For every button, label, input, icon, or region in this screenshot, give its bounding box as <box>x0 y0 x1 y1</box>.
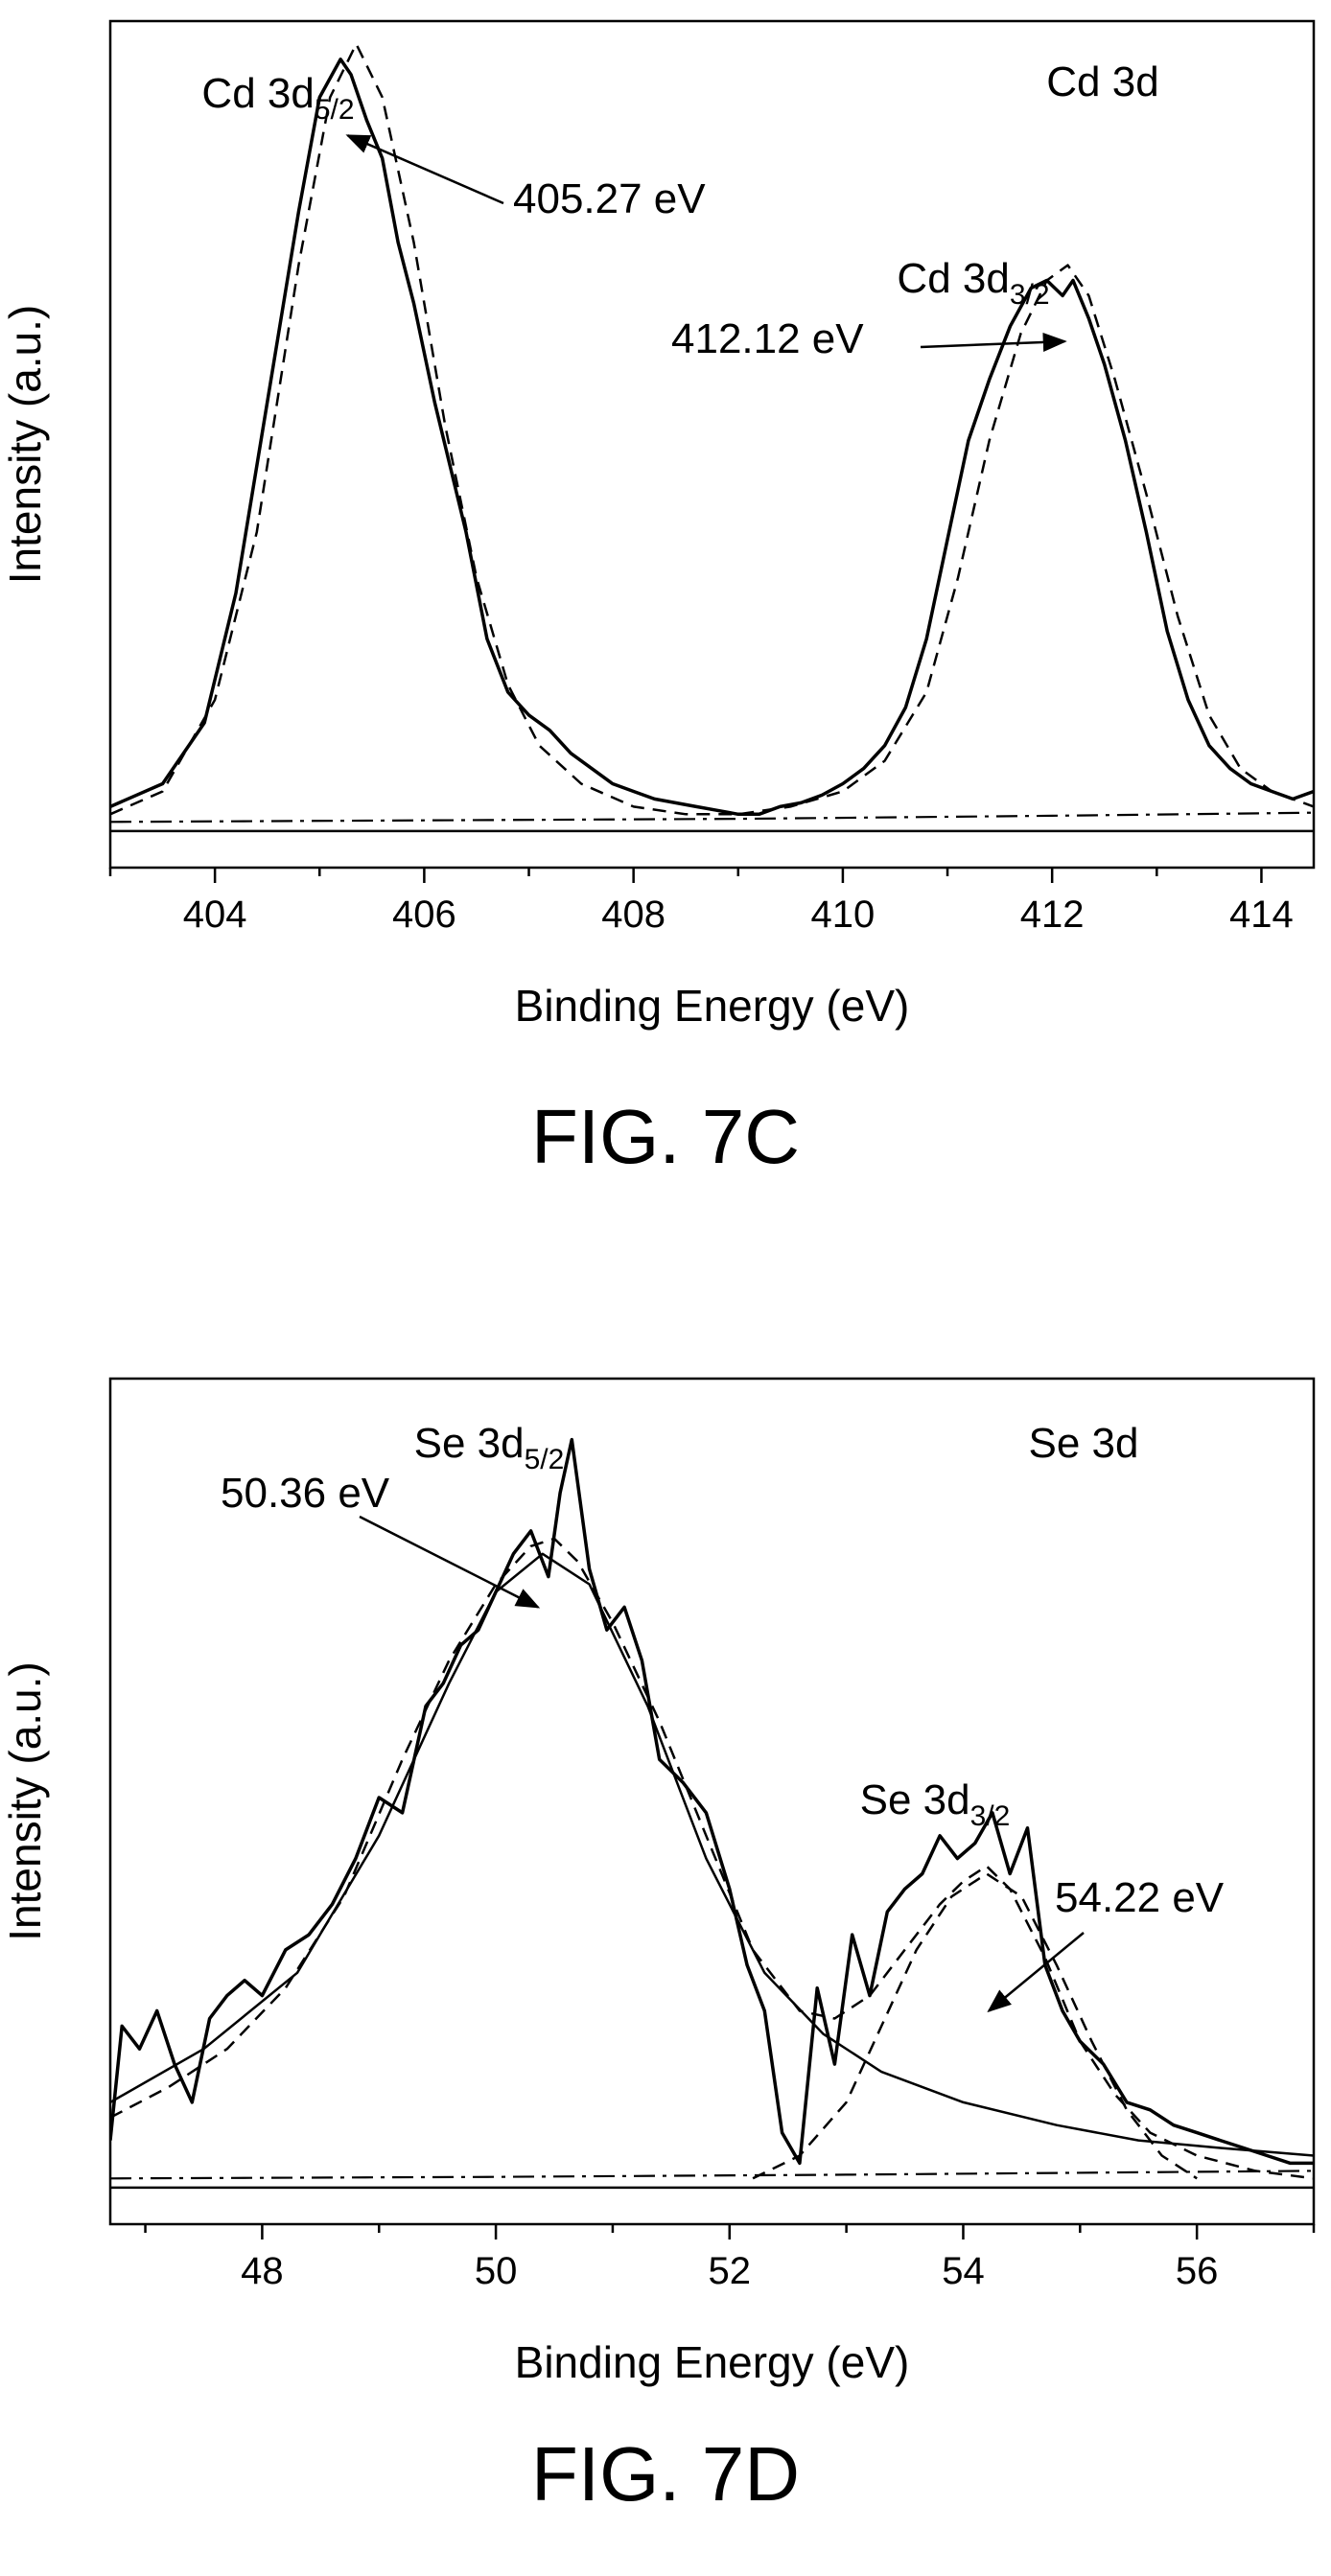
peak-label-subscript: 3/2 <box>970 1800 1011 1832</box>
series-line-dashed <box>110 1537 1314 2180</box>
peak-label-main: Cd 3d <box>897 255 1009 302</box>
series-line-solid <box>110 1437 1314 2166</box>
peak-label-subscript: 5/2 <box>525 1444 565 1475</box>
peak-label-main: Se 3d <box>860 1776 970 1823</box>
peak-label: Se 3d3/2 <box>860 1776 1011 1832</box>
peak-label-subscript: 3/2 <box>1010 279 1050 311</box>
series-line-solid-thin <box>110 1552 1314 2157</box>
series-line-dashdot <box>110 2170 1314 2180</box>
binding-energy-label: 405.27 eV <box>513 175 706 222</box>
figure-caption-7d: FIG. 7D <box>530 2431 801 2517</box>
y-axis-label: Intensity (a.u.) <box>0 1661 50 1940</box>
figure-caption-7c: FIG. 7C <box>530 1094 801 1179</box>
plot-frame <box>108 1377 1316 2226</box>
plot-frame <box>108 19 1316 870</box>
annotation-arrow <box>920 332 1067 352</box>
x-tick-label: 48 <box>241 2250 284 2292</box>
x-tick-label: 410 <box>811 893 876 936</box>
binding-energy-label: 412.12 eV <box>671 315 864 362</box>
series-line-solid <box>110 58 1314 817</box>
x-tick-label: 414 <box>1229 893 1294 936</box>
x-tick-label: 406 <box>392 893 456 936</box>
x-tick-label: 56 <box>1176 2250 1219 2292</box>
x-tick-label: 50 <box>475 2250 518 2292</box>
x-axis-label: Binding Energy (eV) <box>515 981 910 1031</box>
peak-label-main: Cd 3d <box>201 70 314 117</box>
peak-label-subscript: 5/2 <box>315 94 355 126</box>
series-line-dashdot <box>110 811 1314 824</box>
x-tick-label: 412 <box>1020 893 1085 936</box>
binding-energy-label: 50.36 eV <box>221 1470 390 1517</box>
chart-7c: 404 406 408 410 412 414 Binding Energy (eV) Int… <box>0 19 1316 1031</box>
series-line-dashed <box>110 42 1314 816</box>
x-tick-label: 52 <box>709 2250 752 2292</box>
peak-label: Se 3d5/2 <box>414 1420 565 1475</box>
x-axis-label: Binding Energy (eV) <box>515 2337 910 2387</box>
binding-energy-label: 54.22 eV <box>1055 1874 1225 1921</box>
panel-label: Se 3d <box>1029 1420 1139 1467</box>
chart-7d: 48 50 52 54 56 Binding Energy (eV) Intensity (… <box>0 1377 1316 2387</box>
annotation-arrow <box>345 134 504 205</box>
annotation-arrow <box>359 1515 541 1609</box>
peak-label: Cd 3d5/2 <box>201 70 354 126</box>
panel-label: Cd 3d <box>1046 58 1158 105</box>
x-tick-label: 404 <box>183 893 247 936</box>
peak-label: Cd 3d3/2 <box>897 255 1049 311</box>
series-line-dashed-thin <box>752 1872 1198 2180</box>
annotation-arrow <box>987 1932 1085 2013</box>
peak-label-main: Se 3d <box>414 1420 525 1467</box>
x-tick-label: 408 <box>601 893 666 936</box>
x-tick-label: 54 <box>942 2250 985 2292</box>
y-axis-label: Intensity (a.u.) <box>0 305 50 584</box>
